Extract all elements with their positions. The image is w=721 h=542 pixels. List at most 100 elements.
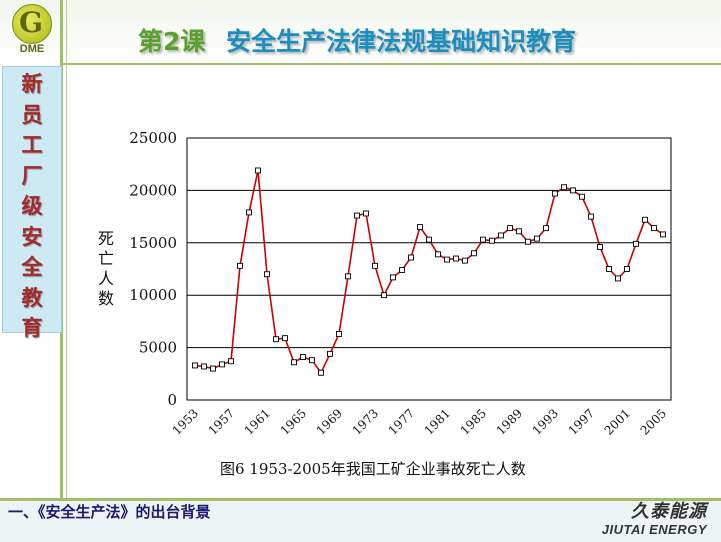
data-point	[336, 331, 342, 337]
data-point	[588, 213, 594, 220]
data-point	[399, 267, 405, 273]
data-point	[633, 240, 639, 247]
left-divider-thin	[66, 0, 67, 498]
sidebar-char: 教	[21, 285, 43, 310]
x-tick-label: 1993	[530, 406, 561, 437]
sidebar-char: 育	[21, 316, 43, 340]
lesson-title: 安全生产法律法规基础知识教育	[226, 27, 577, 56]
data-point	[201, 363, 207, 370]
y-axis-label-char: 死	[98, 229, 114, 248]
data-point	[273, 336, 279, 343]
y-tick-label: 15000	[129, 234, 177, 252]
data-point	[489, 237, 495, 244]
data-point	[255, 167, 261, 174]
header-bar: G DME 第2课 安全生产法律法规基础知识教育	[0, 0, 721, 66]
y-tick-label: 0	[167, 391, 177, 409]
footer-divider	[0, 498, 721, 501]
data-point	[570, 187, 576, 194]
data-point	[651, 225, 657, 232]
data-point	[390, 274, 396, 281]
x-tick-label: 1997	[566, 406, 597, 437]
data-point	[507, 225, 513, 232]
data-point	[480, 236, 486, 243]
chart-caption: 图6 1953-2005年我国工矿企业事故死亡人数	[220, 460, 526, 478]
data-point	[291, 359, 297, 366]
data-point	[624, 266, 630, 272]
x-tick-label: 1969	[314, 406, 345, 437]
y-tick-label: 10000	[129, 286, 177, 304]
data-point	[462, 257, 468, 264]
slide-title: 第2课 安全生产法律法规基础知识教育	[138, 22, 576, 58]
data-point	[363, 210, 369, 217]
brand-name-cn: 久泰能源	[631, 501, 707, 522]
data-point	[246, 209, 252, 216]
x-tick-label: 1953	[170, 406, 201, 437]
company-logo: G DME	[8, 4, 56, 58]
y-tick-label: 20000	[129, 181, 177, 199]
data-point	[372, 262, 378, 269]
data-point	[426, 236, 432, 243]
data-point	[525, 238, 531, 245]
logo-text: DME	[19, 43, 45, 55]
sidebar-char: 厂	[21, 163, 43, 188]
header-divider	[60, 63, 721, 65]
x-tick-label: 1977	[386, 406, 417, 437]
data-point	[309, 357, 315, 364]
logo-glyph: G	[19, 6, 43, 39]
data-point	[453, 255, 459, 262]
data-point	[318, 369, 324, 376]
sidebar-char: 全	[21, 255, 43, 279]
data-point	[327, 350, 333, 357]
y-axis-label-char: 数	[98, 289, 114, 308]
data-point	[354, 212, 360, 219]
x-tick-label: 1957	[206, 406, 237, 437]
data-point	[264, 271, 270, 278]
data-point	[417, 224, 423, 231]
y-tick-labels: 0 5000 10000 15000 20000 25000	[129, 129, 177, 409]
lesson-number: 第2课	[138, 27, 206, 56]
y-axis-label-char: 人	[98, 269, 114, 288]
sidebar-char: 员	[21, 102, 43, 127]
data-point	[345, 273, 351, 280]
section-heading: 一、《安全生产法》的出台背景	[8, 503, 211, 521]
data-point	[381, 292, 387, 299]
y-tick-label: 5000	[139, 339, 177, 357]
data-point	[300, 354, 306, 360]
x-tick-label: 1961	[242, 406, 273, 437]
data-point	[597, 244, 603, 250]
chart-gridlines	[187, 137, 671, 401]
series-markers	[192, 167, 666, 376]
brand-mark: 久泰能源 JIUTAI ENERGY	[602, 502, 707, 538]
data-point	[615, 275, 621, 282]
data-point	[642, 216, 648, 223]
data-point	[579, 193, 585, 200]
data-point	[435, 251, 441, 258]
brand-name-en: JIUTAI ENERGY	[601, 522, 707, 537]
x-tick-label: 1965	[278, 406, 309, 437]
data-point	[516, 228, 522, 235]
x-tick-label: 1981	[422, 406, 453, 437]
footer-bar: 一、《安全生产法》的出台背景 久泰能源 JIUTAI ENERGY	[0, 498, 721, 542]
sidebar-char: 安	[21, 224, 43, 249]
data-point	[210, 365, 216, 372]
plot-frame	[186, 137, 672, 401]
sidebar-vertical-title: 新 员 工 厂 级 安 全 教 育	[2, 66, 62, 340]
x-tick-label: 1989	[494, 406, 525, 437]
data-point	[408, 254, 414, 261]
data-point	[192, 362, 198, 369]
data-point	[444, 256, 450, 263]
data-point	[660, 231, 666, 238]
x-tick-label: 1973	[350, 406, 381, 437]
data-point	[471, 250, 477, 257]
data-point	[561, 184, 567, 191]
sidebar-char: 级	[21, 194, 43, 218]
y-tick-label: 25000	[129, 129, 177, 147]
y-axis-label: 死亡人数	[98, 229, 114, 308]
x-tick-labels: 1953 1957 1961 1965 1969 1973 1977 1981 1985 1989…	[170, 406, 669, 437]
data-point	[606, 266, 612, 272]
x-tick-label: 2001	[602, 406, 633, 437]
logo-emblem	[12, 4, 52, 44]
data-point	[282, 335, 288, 342]
data-point	[543, 225, 549, 232]
